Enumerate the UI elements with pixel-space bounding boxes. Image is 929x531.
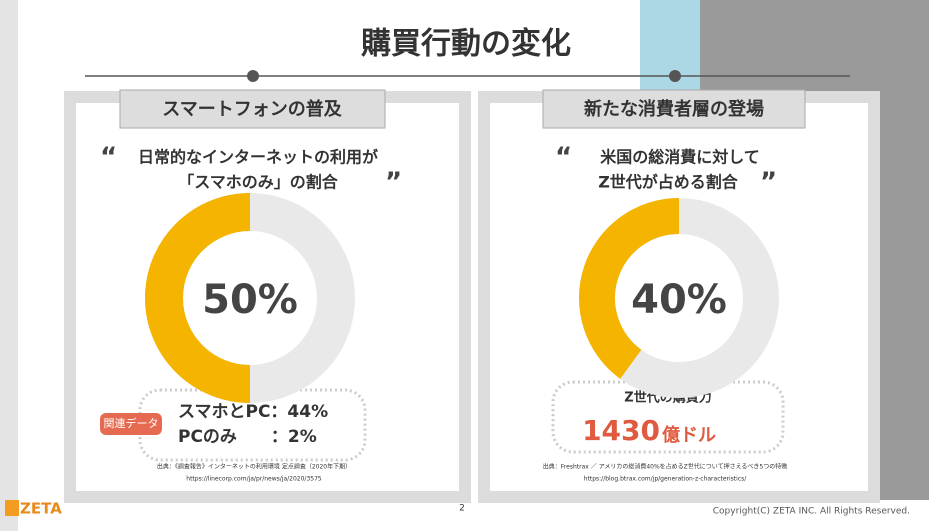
source: 出典：《調査報告》インターネットの利用環境 定点調査（2020年下期） — [157, 463, 351, 471]
quote-mark: “ — [555, 143, 572, 173]
donut-segment — [579, 198, 680, 379]
logo: ZETA — [20, 500, 62, 518]
left-header: スマートフォンの普及 — [162, 98, 342, 120]
right-header-box — [542, 89, 806, 129]
donut-label: 40% — [631, 277, 727, 323]
detail-line: スマホとPC：44% — [178, 402, 328, 422]
quote-line: Z世代が占める割合 — [598, 173, 739, 192]
left-header-box — [119, 89, 386, 129]
source: https://blog.btrax.com/jp/generation-z-c… — [584, 476, 748, 483]
detail-unit: 億ドル — [662, 424, 716, 446]
title: 購買行動の変化 — [361, 27, 571, 62]
left-detail-box — [138, 388, 367, 462]
detail-line: PCのみ ：2% — [178, 427, 317, 447]
right-header: 新たな消費者層の登場 — [584, 98, 764, 120]
pin — [669, 70, 681, 82]
donut-label: 50% — [202, 277, 298, 323]
quote-line: 米国の総消費に対して — [600, 148, 760, 167]
side-bar — [0, 0, 18, 531]
logo-mark — [5, 500, 19, 516]
source: https://linecorp.com/ja/pr/news/ja/2020/… — [186, 476, 322, 483]
tag: 関連データ — [104, 416, 159, 430]
detail-number: 1430 — [582, 414, 660, 447]
quote-mark: ” — [760, 168, 777, 198]
copyright: Copyright(C) ZETA INC. All Rights Reserv… — [713, 507, 910, 517]
quote-mark: ” — [385, 168, 402, 198]
quote-mark: “ — [100, 143, 117, 173]
tag-box — [100, 413, 162, 435]
quote-line: 日常的なインターネットの利用が — [138, 148, 378, 167]
source: 出典：Freshtrax ／ アメリカの総消費40%を占めるZ世代について押さえ… — [543, 463, 787, 471]
page-number: 2 — [459, 504, 465, 514]
pin — [247, 70, 259, 82]
donut-segment — [145, 193, 251, 403]
quote-line: 「スマホのみ」の割合 — [178, 173, 339, 192]
